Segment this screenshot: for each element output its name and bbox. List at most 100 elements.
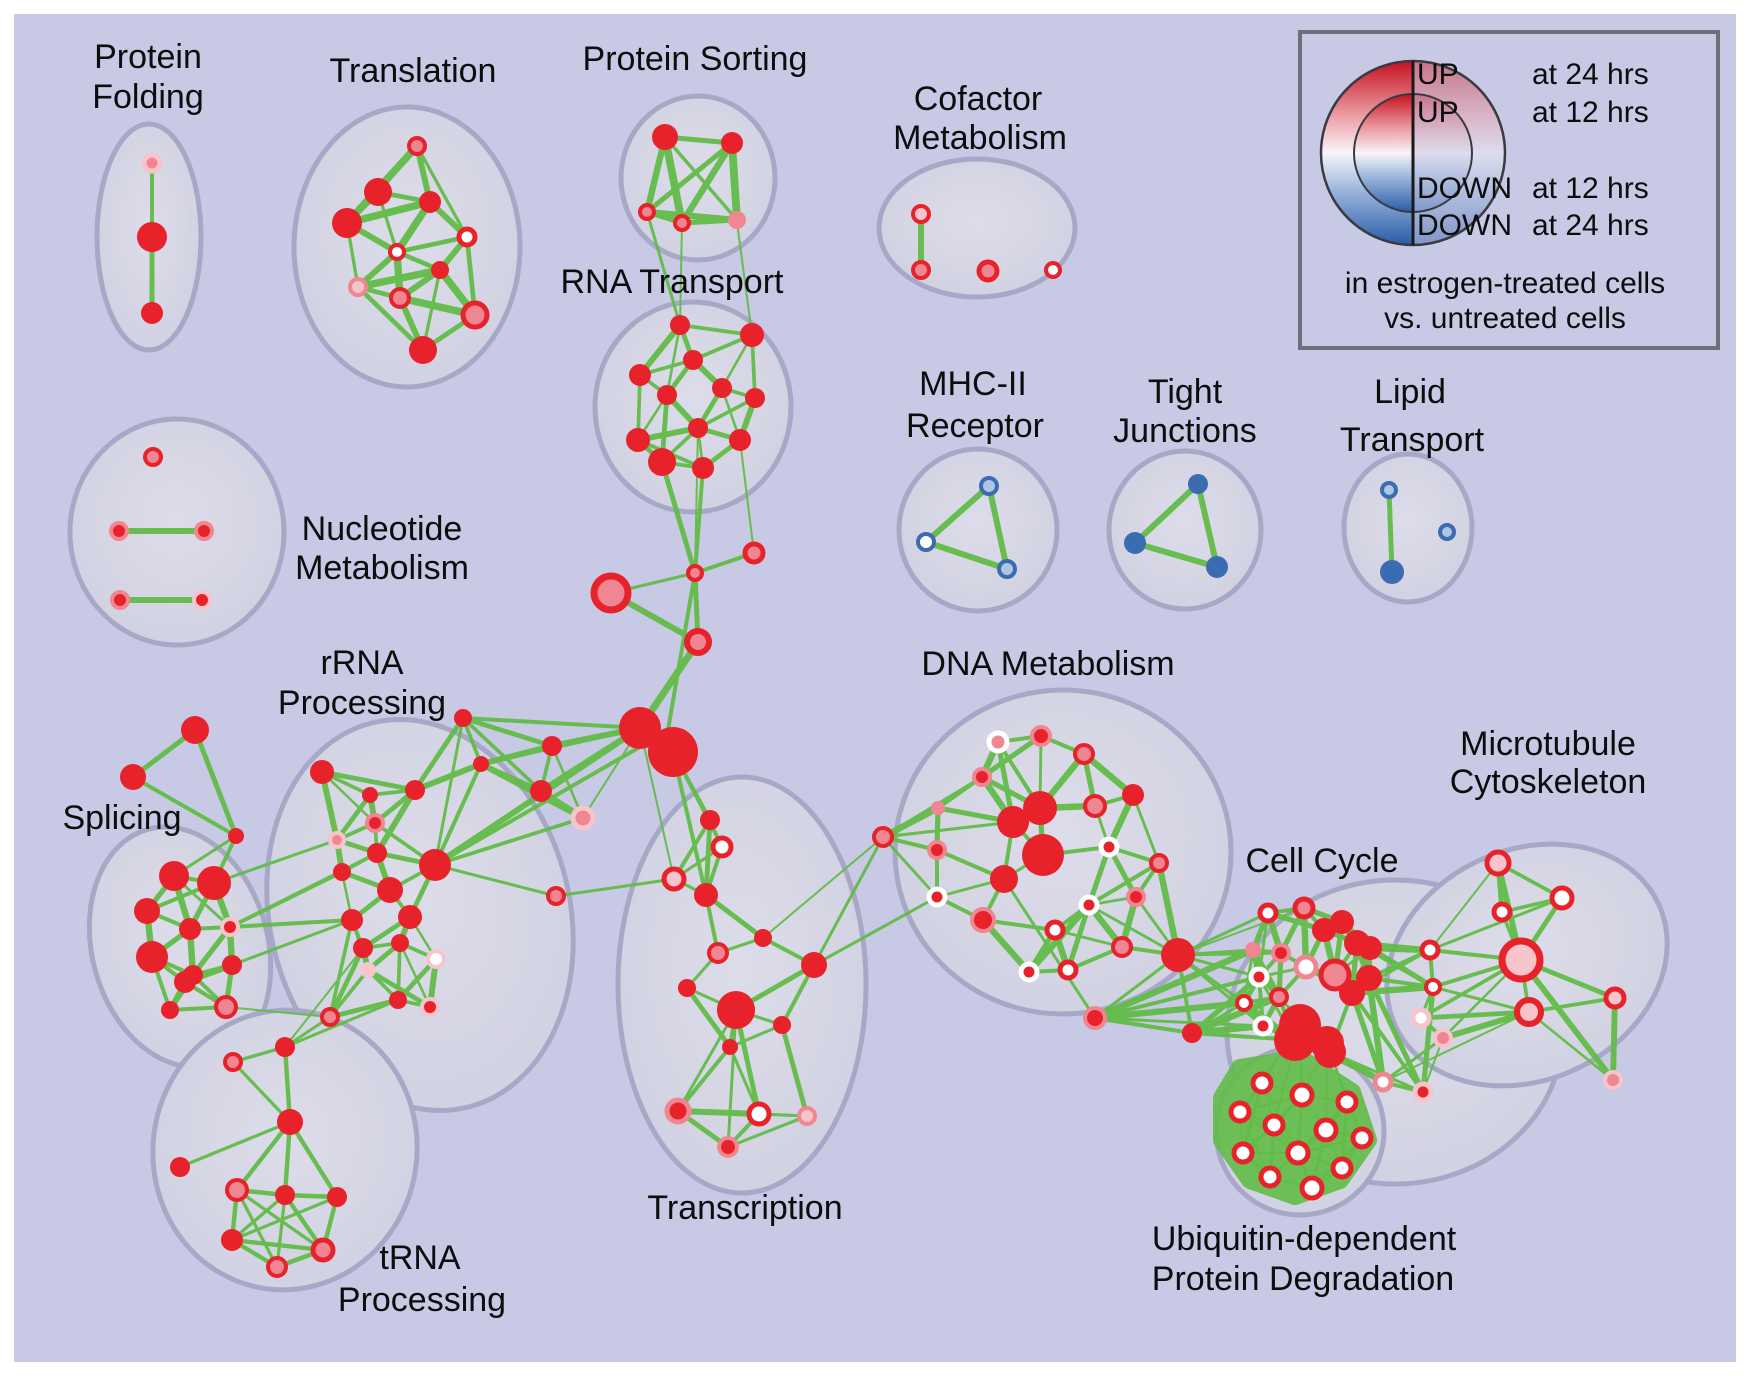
edge-link	[228, 918, 354, 929]
node-translation	[456, 226, 478, 248]
edge-link	[1429, 862, 1499, 951]
node-ubiquitin-degradation	[1330, 1156, 1354, 1180]
cluster-label-nucleotide-metabolism-line1: Metabolism	[295, 549, 469, 587]
edge-rrna-processing	[460, 715, 555, 749]
legend-footer-line0: in estrogen-treated cells	[1345, 267, 1665, 300]
edge-protein-sorting	[661, 133, 686, 227]
node-ubiquitin-degradation	[1350, 1126, 1374, 1150]
node-rrna-processing	[426, 949, 446, 969]
node-transcription	[773, 1016, 791, 1034]
node-rrna-processing	[389, 991, 407, 1009]
node-cell-cycle	[1372, 1071, 1394, 1093]
node-rrna-processing	[310, 760, 334, 784]
node-ubiquitin-degradation	[1262, 1113, 1286, 1137]
node-translation	[364, 178, 392, 206]
node-transcription	[664, 1097, 692, 1125]
edge-link	[192, 727, 239, 839]
node-connector	[1310, 1026, 1344, 1060]
node-rna-transport	[670, 315, 690, 335]
node-rna-transport	[740, 323, 764, 347]
edge-cell-cycle	[1093, 975, 1261, 1020]
node-cell-cycle	[1269, 987, 1289, 1007]
edge-rrna-processing	[319, 769, 418, 793]
edge-link	[1093, 1016, 1194, 1035]
node-translation	[388, 243, 406, 261]
node-dna-metabolism	[1057, 959, 1079, 981]
edge-transcription	[684, 985, 733, 1050]
node-dna-metabolism	[1022, 834, 1064, 876]
edge-link	[1093, 953, 1180, 1020]
legend-row-time: at 24 hrs	[1532, 58, 1649, 91]
node-dna-metabolism	[1073, 743, 1095, 765]
cluster-label-nucleotide-metabolism-line0: Nucleotide	[302, 510, 463, 548]
node-dna-metabolism	[1126, 887, 1146, 907]
node-cell-cycle	[1271, 943, 1291, 963]
edge-link	[659, 459, 698, 576]
edge-link	[131, 775, 238, 838]
node-cell-cycle	[1339, 980, 1365, 1006]
edge-cell-cycle	[1348, 983, 1437, 997]
edge-link	[739, 439, 755, 554]
node-splicing	[222, 955, 242, 975]
legend: UP at 24 hrs UP at 12 hrs DOWN at 12 hrs DOWN a…	[1298, 30, 1720, 350]
edge-link	[225, 1006, 331, 1018]
node-dna-metabolism	[931, 801, 945, 815]
edge-rrna-processing	[334, 792, 373, 843]
node-rrna-processing	[333, 863, 351, 881]
node-rna-transport	[657, 385, 677, 405]
edge-trna-processing	[231, 1060, 292, 1124]
cluster-tight-junctions-ellipse	[1106, 448, 1264, 612]
node-mhc-ii-receptor	[997, 559, 1017, 579]
node-lipid-transport	[1438, 523, 1456, 541]
edge-mhc-ii-receptor	[923, 539, 1010, 572]
node-tight-junctions	[1206, 556, 1228, 578]
edge-cell-cycle	[1091, 999, 1248, 1022]
edge-rrna-processing	[412, 715, 466, 793]
node-rna-transport	[629, 364, 651, 386]
node-translation	[409, 336, 437, 364]
cluster-label-cofactor-metabolism-line1: Metabolism	[893, 119, 1067, 157]
edge-link	[1381, 1036, 1445, 1084]
node-transcription	[717, 1136, 739, 1158]
node-translation	[431, 261, 449, 279]
node-dna-metabolism	[926, 886, 948, 908]
node-ubiquitin-degradation	[1250, 1071, 1274, 1095]
edge-protein-sorting	[678, 139, 736, 227]
edge-trna-processing	[230, 1193, 287, 1242]
edge-microtubule-cytoskeleton	[1527, 1010, 1615, 1082]
node-trna-processing	[277, 1109, 303, 1135]
cluster-trna-processing-ellipse	[150, 1007, 420, 1293]
edge-rrna-processing	[327, 997, 401, 1020]
edge-microtubule-cytoskeleton	[1610, 995, 1618, 1083]
edge-microtubule-cytoskeleton	[1418, 1009, 1532, 1021]
node-cell-cycle	[1248, 966, 1270, 988]
node-cofactor-metabolism	[976, 259, 1000, 283]
edge-link	[1431, 985, 1531, 1014]
node-translation	[419, 191, 441, 213]
edge-link	[666, 571, 697, 732]
node-protein-folding	[141, 152, 163, 174]
cluster-translation-ellipse	[291, 104, 523, 390]
edge-trna-processing	[229, 1237, 326, 1253]
node-transcription	[797, 1106, 817, 1126]
node-microtubule-cytoskeleton	[1410, 1007, 1432, 1029]
node-ubiquitin-degradation	[1285, 1140, 1311, 1166]
node-translation	[348, 277, 368, 297]
node-connector	[742, 541, 766, 565]
node-connector	[619, 707, 661, 749]
edge-tight-junctions	[1132, 540, 1220, 570]
node-lipid-transport	[1380, 481, 1398, 499]
node-cofactor-metabolism	[1044, 261, 1062, 279]
node-cell-cycle	[1424, 978, 1442, 996]
node-cofactor-metabolism	[911, 204, 931, 224]
node-microtubule-cytoskeleton	[1491, 901, 1513, 923]
node-rrna-processing	[320, 1007, 340, 1027]
legend-row-direction: DOWN	[1417, 172, 1512, 205]
node-cell-cycle	[1292, 896, 1316, 920]
node-rna-transport	[692, 457, 714, 479]
edge-link	[1176, 953, 1265, 1028]
node-dna-metabolism	[990, 865, 1018, 893]
node-cell-cycle	[1358, 936, 1382, 960]
